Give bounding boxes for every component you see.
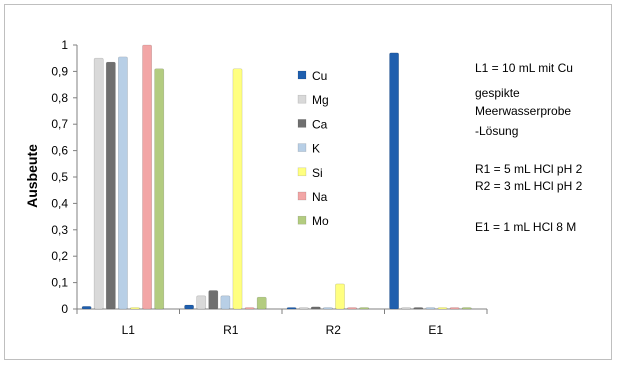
bar-cu-l1 xyxy=(81,306,92,310)
bar-mo-l1 xyxy=(154,68,165,310)
bar-si-l1 xyxy=(130,307,140,310)
legend-swatch-na xyxy=(297,191,307,201)
bar-k-r1 xyxy=(220,295,231,310)
legend-swatch-ca xyxy=(297,119,307,128)
bar-cu-e1 xyxy=(389,52,399,310)
legend-label-cu: Cu xyxy=(312,69,327,83)
bar-cu-r2 xyxy=(286,307,297,310)
annotation-line: Meerwasserprobe xyxy=(475,104,571,118)
y-tick-label: 0,9 xyxy=(51,64,68,78)
annotation-line: gespikte xyxy=(475,86,520,100)
bar-mo-e1 xyxy=(461,307,472,310)
bar-ca-e1 xyxy=(413,307,424,310)
annotation-line: R2 = 3 mL HCl pH 2 xyxy=(475,179,583,193)
bar-na-e1 xyxy=(449,307,460,310)
axes xyxy=(76,45,487,310)
legend-swatch-mg xyxy=(297,94,307,104)
bar-mo-r2 xyxy=(359,307,370,310)
bar-na-l1 xyxy=(142,44,152,310)
legend-label-na: Na xyxy=(312,190,328,204)
bar-na-r1 xyxy=(244,307,255,310)
legend: Cu Mg Ca K Si Na Mo xyxy=(297,69,329,228)
bar-si-r1 xyxy=(232,68,243,310)
annotation-line: R1 = 5 mL HCl pH 2 xyxy=(475,162,583,176)
annotations: L1 = 10 mL mit Cu gespikte Meerwasserprobe… xyxy=(475,61,583,234)
y-tick-label: 0 xyxy=(61,302,68,316)
bar-si-r2 xyxy=(335,283,345,310)
y-tick-label: 0,5 xyxy=(51,170,68,184)
bar-mg-r1 xyxy=(196,295,207,310)
y-tick-label: 0,7 xyxy=(51,117,68,131)
y-tick-label: 0,8 xyxy=(51,91,68,105)
legend-label-k: K xyxy=(312,142,320,156)
legend-label-mg: Mg xyxy=(312,93,329,107)
legend-swatch-cu xyxy=(297,70,307,80)
chart-frame xyxy=(4,4,612,360)
bar-si-e1 xyxy=(437,307,448,310)
x-ticks: L1 R1 R2 E1 xyxy=(76,309,488,337)
bar-na-r2 xyxy=(347,307,357,310)
y-tick-label: 0,4 xyxy=(51,196,68,210)
y-axis-label: Ausbeute xyxy=(24,144,40,208)
legend-label-ca: Ca xyxy=(312,117,328,131)
legend-swatch-si xyxy=(297,167,307,177)
bar-mg-e1 xyxy=(401,307,412,310)
bar-k-e1 xyxy=(425,307,436,310)
annotation-line: E1 = 1 mL HCl 8 M xyxy=(475,220,576,234)
bar-k-r2 xyxy=(322,307,333,310)
annotation-line: L1 = 10 mL mit Cu xyxy=(475,61,573,75)
x-tick-label: E1 xyxy=(428,323,443,337)
x-tick-label: L1 xyxy=(122,323,136,337)
legend-label-mo: Mo xyxy=(312,214,329,228)
bar-mo-r1 xyxy=(256,296,267,310)
bar-mg-r2 xyxy=(298,307,309,310)
bars xyxy=(81,44,472,310)
annotation-line: -Lösung xyxy=(475,124,518,138)
y-tick-label: 0,1 xyxy=(51,276,68,290)
x-tick-label: R1 xyxy=(223,323,239,337)
y-tick-label: 0,3 xyxy=(51,223,68,237)
bar-k-l1 xyxy=(118,56,128,310)
y-tick-label: 0,2 xyxy=(51,249,68,263)
y-tick-label: 1 xyxy=(61,38,68,52)
x-tick-label: R2 xyxy=(326,323,342,337)
bar-cu-r1 xyxy=(184,304,194,310)
legend-swatch-mo xyxy=(297,215,307,225)
bar-mg-l1 xyxy=(93,57,104,310)
bar-ca-l1 xyxy=(105,61,116,310)
y-ticks: 0 0,1 0,2 0,3 0,4 0,5 0,6 0,7 0,8 0,9 1 xyxy=(51,38,77,316)
legend-label-si: Si xyxy=(312,166,323,180)
legend-swatch-k xyxy=(297,143,307,152)
bar-ca-r1 xyxy=(208,290,219,310)
y-tick-label: 0,6 xyxy=(51,144,68,158)
bar-ca-r2 xyxy=(310,306,321,310)
